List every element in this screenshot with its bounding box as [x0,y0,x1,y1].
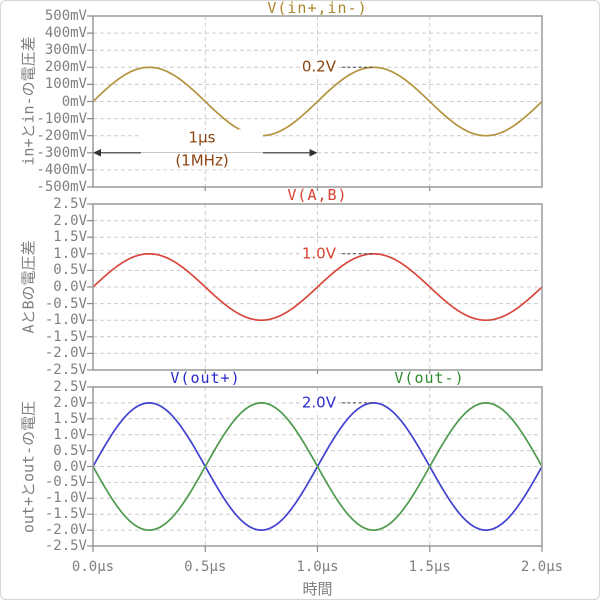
y-tick-label: 1.0V [53,245,87,262]
y-tick-label: 1.5V [53,410,87,427]
y-tick-label: 2.5V [53,379,87,395]
y-tick-label: -1.0V [44,490,87,507]
y-tick-label: 0.5V [53,262,87,279]
x-tick-label: 1.5μs [408,559,451,575]
y-tick-label: -2.5V [44,362,87,378]
panel3-peak-annotation: 2.0V [300,393,337,412]
y-tick-label: -0.5V [44,295,87,312]
y-tick-label: 0.0V [53,279,87,295]
x-tick-label: 0.0μs [71,559,115,575]
x-axis-label: 時間 [302,580,333,598]
y-tick-label: -2.5V [44,538,87,554]
panel2-peak-annotation: 1.0V [300,244,337,263]
y-tick-label: -1.0V [44,312,87,329]
y-tick-label: 1.5V [53,229,87,246]
y-tick-label: -100mV [36,110,87,127]
y-tick-label: 1.0V [53,426,87,443]
y-tick-label: 100mV [44,76,87,93]
x-tick-label: 2.0μs [520,559,564,575]
y-tick-label: 2.0V [53,212,87,229]
y-tick-label: 0mV [61,93,87,110]
x-tick-label: 1.0μs [296,559,339,575]
waveform-trace [92,66,543,137]
y-tick-label: -200mV [36,127,87,144]
y-tick-label: -500mV [36,179,87,195]
y-tick-label: -300mV [36,144,87,161]
panel1-trace-legend: V(in+,in-) [267,0,368,17]
panel2-trace-legend: V(A,B) [287,186,348,204]
y-tick-label: 0.5V [53,442,87,459]
period-annotation-value: 1μs [141,129,263,147]
panel3-trace-legend-out-plus: V(out+) [170,369,241,387]
y-tick-label: 300mV [44,42,87,59]
y-tick-label: 200mV [44,59,87,76]
y-tick-label: 0.0V [53,458,87,475]
waveform-trace [92,402,543,531]
y-tick-label: 2.5V [53,196,87,212]
y-tick-label: 400mV [44,25,87,42]
y-tick-label: 500mV [44,8,87,24]
waveform-trace [92,252,543,322]
period-annotation-frequency: (1MHz) [141,152,263,170]
y-tick-label: -2.0V [44,345,87,362]
y-tick-label: -1.5V [44,506,87,523]
arrow-head-left [93,149,101,157]
y-tick-label: 2.0V [53,394,87,411]
arrow-head-right [309,149,318,157]
y-tick-label: -1.5V [44,328,87,345]
y-tick-label: -2.0V [44,522,87,539]
panel1-peak-annotation: 0.2V [300,57,337,76]
y-tick-label: -400mV [36,161,87,178]
panel3-trace-legend-out-minus: V(out-) [394,369,465,387]
y-tick-label: -0.5V [44,474,87,491]
x-tick-label: 0.5μs [184,559,227,575]
